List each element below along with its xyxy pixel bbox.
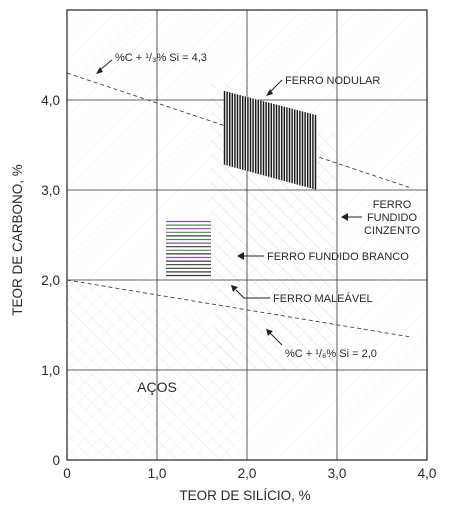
line-lower-label: %C + ¹/₆% Si = 2,0	[285, 348, 377, 360]
y-tick-label: 3,0	[41, 183, 60, 198]
maleavel-label: FERRO MALEÁVEL	[273, 292, 373, 305]
x-tick-label: 2,0	[238, 466, 257, 481]
ticks-layer: 0 1,0 2,0 3,0 4,0 0 1,0 2,0 3,0 4,0	[41, 93, 436, 481]
arrowhead-cinzento	[341, 213, 348, 221]
y-tick-label: 4,0	[41, 93, 60, 108]
x-tick-label: 3,0	[328, 466, 347, 481]
annotation-maleavel: FERRO MALEÁVEL	[231, 285, 373, 305]
line-upper-label: %C + ¹/₃% Si = 4,3	[115, 52, 207, 64]
y-tick-label: 0	[52, 453, 60, 468]
acos-label: AÇOS	[137, 379, 177, 395]
arrowhead-nodular	[266, 89, 273, 96]
cinzento-label-3: CINZENTO	[364, 225, 420, 237]
arrowhead-branco	[237, 252, 244, 260]
cinzento-label-1: FERRO	[373, 199, 412, 211]
arrowhead-line-upper	[96, 67, 103, 74]
arrow-nodular	[269, 79, 283, 93]
arrowhead-line-lower	[266, 329, 273, 336]
annotation-line-lower: %C + ¹/₆% Si = 2,0	[266, 329, 377, 360]
x-axis-label: TEOR DE SILÍCIO, %	[179, 488, 310, 503]
nodular-label: FERRO NODULAR	[285, 75, 380, 87]
annotation-nodular: FERRO NODULAR	[266, 75, 380, 96]
branco-label: FERRO FUNDIDO BRANCO	[267, 251, 409, 263]
x-tick-label: 0	[63, 466, 71, 481]
annotation-branco: FERRO FUNDIDO BRANCO	[237, 251, 409, 263]
x-tick-label: 4,0	[418, 466, 437, 481]
annotation-cinzento: FERRO FUNDIDO CINZENTO	[341, 199, 420, 237]
arrow-maleavel	[235, 289, 270, 299]
arrow-line-upper	[99, 59, 113, 71]
x-tick-label: 1,0	[148, 466, 167, 481]
annotation-line-upper: %C + ¹/₃% Si = 4,3	[96, 52, 207, 74]
marks-layer	[66, 72, 410, 338]
plot-frame	[66, 9, 428, 461]
cinzento-label-2: FUNDIDO	[367, 212, 418, 224]
y-tick-label: 2,0	[41, 273, 60, 288]
arrow-line-lower	[269, 332, 283, 346]
line-lower-dashed	[66, 279, 410, 338]
y-tick-label: 1,0	[41, 363, 60, 378]
y-axis-label: TEOR DE CARBONO, %	[10, 164, 25, 316]
arrowhead-maleavel	[231, 285, 238, 292]
